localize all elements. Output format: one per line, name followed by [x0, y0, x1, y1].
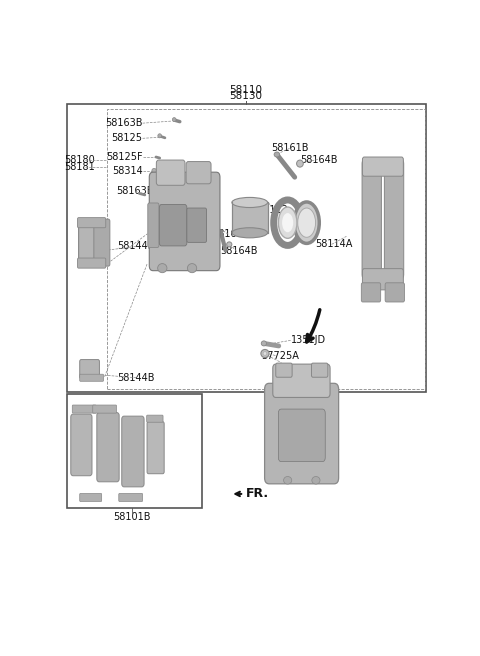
FancyBboxPatch shape: [187, 208, 206, 242]
Text: 58164B: 58164B: [220, 247, 257, 256]
Text: 58314: 58314: [112, 166, 143, 176]
FancyBboxPatch shape: [278, 409, 325, 462]
FancyBboxPatch shape: [71, 414, 92, 476]
Text: 58130: 58130: [229, 91, 263, 102]
Text: 58164B: 58164B: [300, 155, 337, 165]
FancyBboxPatch shape: [273, 364, 330, 398]
Bar: [67, 104, 426, 392]
Ellipse shape: [278, 207, 297, 238]
FancyBboxPatch shape: [93, 405, 117, 413]
FancyBboxPatch shape: [276, 363, 292, 377]
FancyBboxPatch shape: [264, 383, 338, 484]
Text: 58181: 58181: [64, 162, 95, 172]
FancyBboxPatch shape: [80, 374, 104, 381]
Text: 58114A: 58114A: [315, 239, 352, 249]
FancyBboxPatch shape: [80, 493, 102, 501]
Ellipse shape: [152, 169, 156, 173]
Text: 58163B: 58163B: [117, 186, 154, 196]
Text: 58163B: 58163B: [105, 118, 143, 128]
Bar: [232, 203, 267, 233]
Ellipse shape: [227, 242, 232, 247]
Ellipse shape: [261, 350, 269, 358]
Ellipse shape: [187, 264, 197, 273]
Ellipse shape: [312, 476, 320, 484]
FancyBboxPatch shape: [186, 161, 211, 184]
FancyBboxPatch shape: [149, 172, 220, 271]
Text: 58110: 58110: [229, 85, 263, 95]
Ellipse shape: [298, 208, 315, 237]
FancyBboxPatch shape: [384, 159, 404, 279]
FancyBboxPatch shape: [122, 416, 144, 487]
FancyBboxPatch shape: [361, 283, 381, 302]
Text: 58112: 58112: [257, 205, 288, 215]
FancyBboxPatch shape: [362, 269, 403, 290]
FancyBboxPatch shape: [80, 359, 99, 379]
Text: 58180: 58180: [64, 155, 95, 165]
FancyBboxPatch shape: [79, 220, 103, 265]
Ellipse shape: [282, 213, 293, 232]
FancyBboxPatch shape: [97, 413, 119, 482]
Text: 58161B: 58161B: [271, 144, 309, 154]
Text: 58144B: 58144B: [118, 373, 155, 382]
Ellipse shape: [274, 152, 280, 157]
Ellipse shape: [263, 352, 267, 356]
Ellipse shape: [232, 228, 267, 238]
Ellipse shape: [261, 341, 266, 346]
Text: 1351JD: 1351JD: [290, 335, 326, 345]
FancyBboxPatch shape: [362, 159, 382, 279]
Text: 58144B: 58144B: [118, 241, 155, 251]
FancyBboxPatch shape: [156, 160, 185, 185]
Text: 58131: 58131: [156, 201, 187, 211]
Ellipse shape: [232, 197, 267, 207]
Bar: [67, 394, 203, 508]
Ellipse shape: [172, 117, 176, 121]
Text: 58101B: 58101B: [113, 512, 151, 522]
Text: 58125F: 58125F: [106, 152, 143, 162]
FancyBboxPatch shape: [147, 422, 164, 474]
FancyBboxPatch shape: [94, 219, 110, 266]
Ellipse shape: [297, 160, 303, 167]
Ellipse shape: [294, 202, 319, 243]
FancyBboxPatch shape: [312, 363, 328, 377]
Bar: [107, 109, 424, 390]
Ellipse shape: [158, 134, 162, 138]
FancyBboxPatch shape: [385, 283, 405, 302]
Text: 57725A: 57725A: [261, 350, 299, 361]
FancyBboxPatch shape: [362, 157, 403, 176]
FancyBboxPatch shape: [159, 205, 187, 246]
FancyBboxPatch shape: [119, 493, 143, 501]
Text: 58162B: 58162B: [213, 230, 250, 239]
Text: 58125: 58125: [111, 133, 143, 143]
Text: 58113: 58113: [285, 221, 316, 231]
Text: 58131: 58131: [156, 211, 187, 221]
FancyBboxPatch shape: [77, 218, 106, 228]
Ellipse shape: [284, 476, 292, 484]
FancyBboxPatch shape: [147, 415, 163, 422]
FancyBboxPatch shape: [148, 203, 159, 247]
Text: FR.: FR.: [246, 487, 269, 501]
Ellipse shape: [157, 264, 167, 273]
FancyBboxPatch shape: [77, 258, 106, 268]
FancyBboxPatch shape: [72, 405, 96, 413]
